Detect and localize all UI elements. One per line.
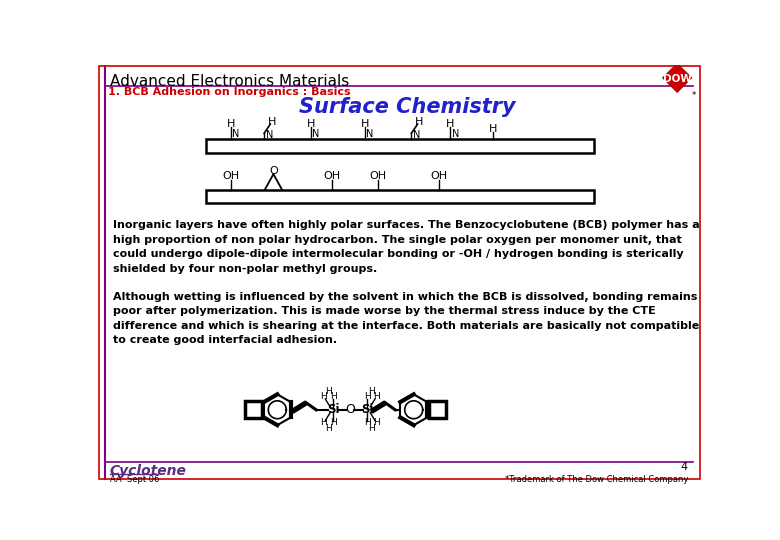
Text: *: * <box>692 91 697 100</box>
Bar <box>429 401 446 418</box>
Text: OH: OH <box>222 172 239 181</box>
Text: *Trademark of The Dow Chemical Company: *Trademark of The Dow Chemical Company <box>505 475 688 484</box>
Text: H: H <box>488 124 497 134</box>
Text: H: H <box>368 424 375 433</box>
Text: H: H <box>321 418 327 427</box>
Text: H: H <box>446 119 454 129</box>
Text: N: N <box>266 130 273 140</box>
Text: H: H <box>360 119 369 129</box>
Text: H: H <box>325 387 332 396</box>
Text: DOW: DOW <box>663 73 692 84</box>
Text: Si: Si <box>361 403 374 416</box>
Text: 1. BCB Adhesion on Inorganics : Basics: 1. BCB Adhesion on Inorganics : Basics <box>108 87 351 97</box>
Text: H: H <box>268 117 276 127</box>
Text: H: H <box>321 392 327 401</box>
Text: H: H <box>330 392 336 401</box>
Text: Si: Si <box>327 403 339 416</box>
Text: H: H <box>415 117 424 127</box>
Text: Inorganic layers have often highly polar surfaces. The Benzocyclobutene (BCB) po: Inorganic layers have often highly polar… <box>113 220 700 274</box>
Text: Advanced Electronics Materials: Advanced Electronics Materials <box>110 74 349 89</box>
Text: OH: OH <box>430 172 447 181</box>
Text: OH: OH <box>323 172 340 181</box>
Text: H: H <box>373 392 380 401</box>
Text: H: H <box>363 418 370 427</box>
Text: H: H <box>368 387 375 396</box>
Text: H: H <box>325 424 332 433</box>
Text: N: N <box>312 129 320 139</box>
Text: H: H <box>373 418 380 427</box>
Text: H: H <box>307 119 315 129</box>
Text: N: N <box>232 129 239 139</box>
Text: H: H <box>363 392 370 401</box>
Text: H: H <box>227 119 235 129</box>
Bar <box>245 401 262 418</box>
Text: Surface Chemistry: Surface Chemistry <box>300 97 516 117</box>
Text: OH: OH <box>370 172 387 181</box>
Text: N: N <box>367 129 374 139</box>
Text: Cyclotene: Cyclotene <box>110 464 186 478</box>
Text: 4: 4 <box>681 462 688 472</box>
Text: AA  Sept 06: AA Sept 06 <box>110 475 159 484</box>
Text: O: O <box>269 166 278 176</box>
Text: Although wetting is influenced by the solvent in which the BCB is dissolved, bon: Although wetting is influenced by the so… <box>113 292 699 345</box>
Text: O: O <box>346 403 355 416</box>
Text: N: N <box>413 130 420 140</box>
Bar <box>206 139 594 153</box>
Bar <box>206 190 594 204</box>
Polygon shape <box>662 63 692 92</box>
Text: H: H <box>330 418 336 427</box>
Text: N: N <box>452 129 459 139</box>
